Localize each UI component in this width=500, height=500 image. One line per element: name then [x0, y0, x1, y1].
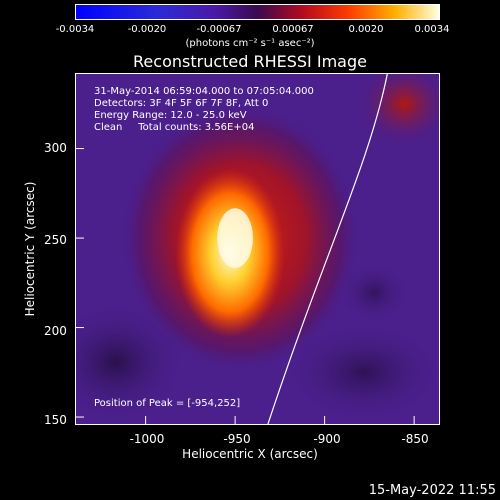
y-tick-label: 150 [44, 413, 67, 427]
colorbar-tick: 0.0020 [348, 24, 384, 35]
x-tick-label: -850 [401, 432, 429, 446]
colorbar [75, 4, 440, 20]
plot-title: Reconstructed RHESSI Image [133, 52, 367, 71]
colorbar-tick: -0.0020 [127, 24, 167, 35]
colorbar-tick: -0.0034 [55, 24, 95, 35]
clean-info: Clean Total counts: 3.56E+04 [94, 122, 255, 133]
energy-range: Energy Range: 12.0 - 25.0 keV [94, 110, 247, 121]
axis-ticks [76, 148, 415, 424]
colorbar-tick: 0.00067 [272, 24, 314, 35]
x-tick-label: -950 [223, 432, 251, 446]
y-tick-label: 200 [44, 324, 67, 338]
x-tick-label: -1000 [129, 432, 165, 446]
y-tick-label: 250 [44, 233, 67, 247]
x-axis-label: Heliocentric X (arcsec) [182, 447, 318, 461]
solar-image [75, 73, 440, 425]
solar-limb-line [267, 74, 388, 424]
x-tick-label: -900 [313, 432, 341, 446]
observation-info: 31-May-2014 06:59:04.000 to 07:05:04.000… [94, 86, 314, 134]
peak-position: Position of Peak = [-954,252] [94, 398, 241, 409]
colorbar-tick: -0.00067 [196, 24, 242, 35]
colorbar-tick: 0.0034 [414, 24, 450, 35]
y-tick-label: 300 [44, 141, 67, 155]
colorbar-unit-label: (photons cm⁻² s⁻¹ asec⁻²) [185, 38, 315, 49]
time-range: 31-May-2014 06:59:04.000 to 07:05:04.000 [94, 86, 314, 97]
timestamp: 15-May-2022 11:55 [368, 483, 496, 498]
detectors-info: Detectors: 3F 4F 5F 6F 7F 8F, Att 0 [94, 98, 269, 109]
y-axis-label: Heliocentric Y (arcsec) [23, 181, 37, 317]
